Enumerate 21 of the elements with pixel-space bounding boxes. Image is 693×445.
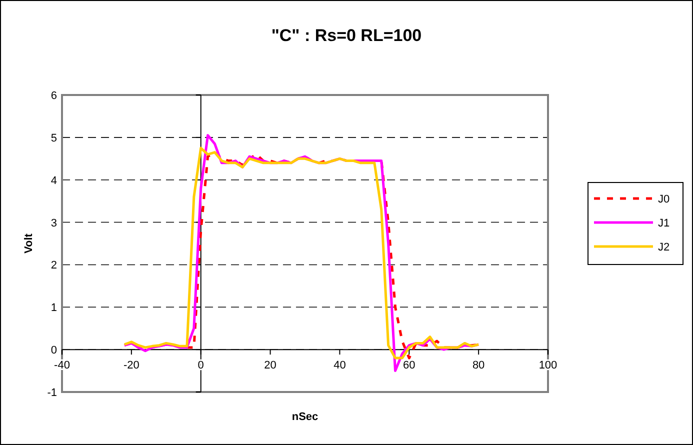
y-axis-title: Volt [23,233,35,254]
x-axis-title: nSec [292,411,318,423]
x-tick-label: -20 [123,360,140,372]
x-tick-label: -40 [54,360,70,372]
chart-title: "C" : Rs=0 RL=100 [271,26,422,45]
y-tick-label: 0 [50,344,57,357]
x-tick-label: 20 [264,360,276,372]
text: J2 [658,242,670,254]
x-tick-label: 40 [334,360,346,372]
y-tick-label: 5 [50,132,57,144]
y-tick-label: 2 [50,260,57,272]
y-tick-label: 3 [50,217,57,230]
y-tick-label: 4 [50,174,57,187]
x-tick-label: 80 [472,360,485,372]
text: J0 [658,194,670,206]
y-tick-label: 6 [50,90,57,102]
text: J1 [658,218,670,230]
x-tick-label: 60 [403,360,416,372]
x-tick-label: 100 [538,360,558,372]
y-tick-label: 1 [50,302,57,314]
y-tick-label: -1 [47,387,57,399]
